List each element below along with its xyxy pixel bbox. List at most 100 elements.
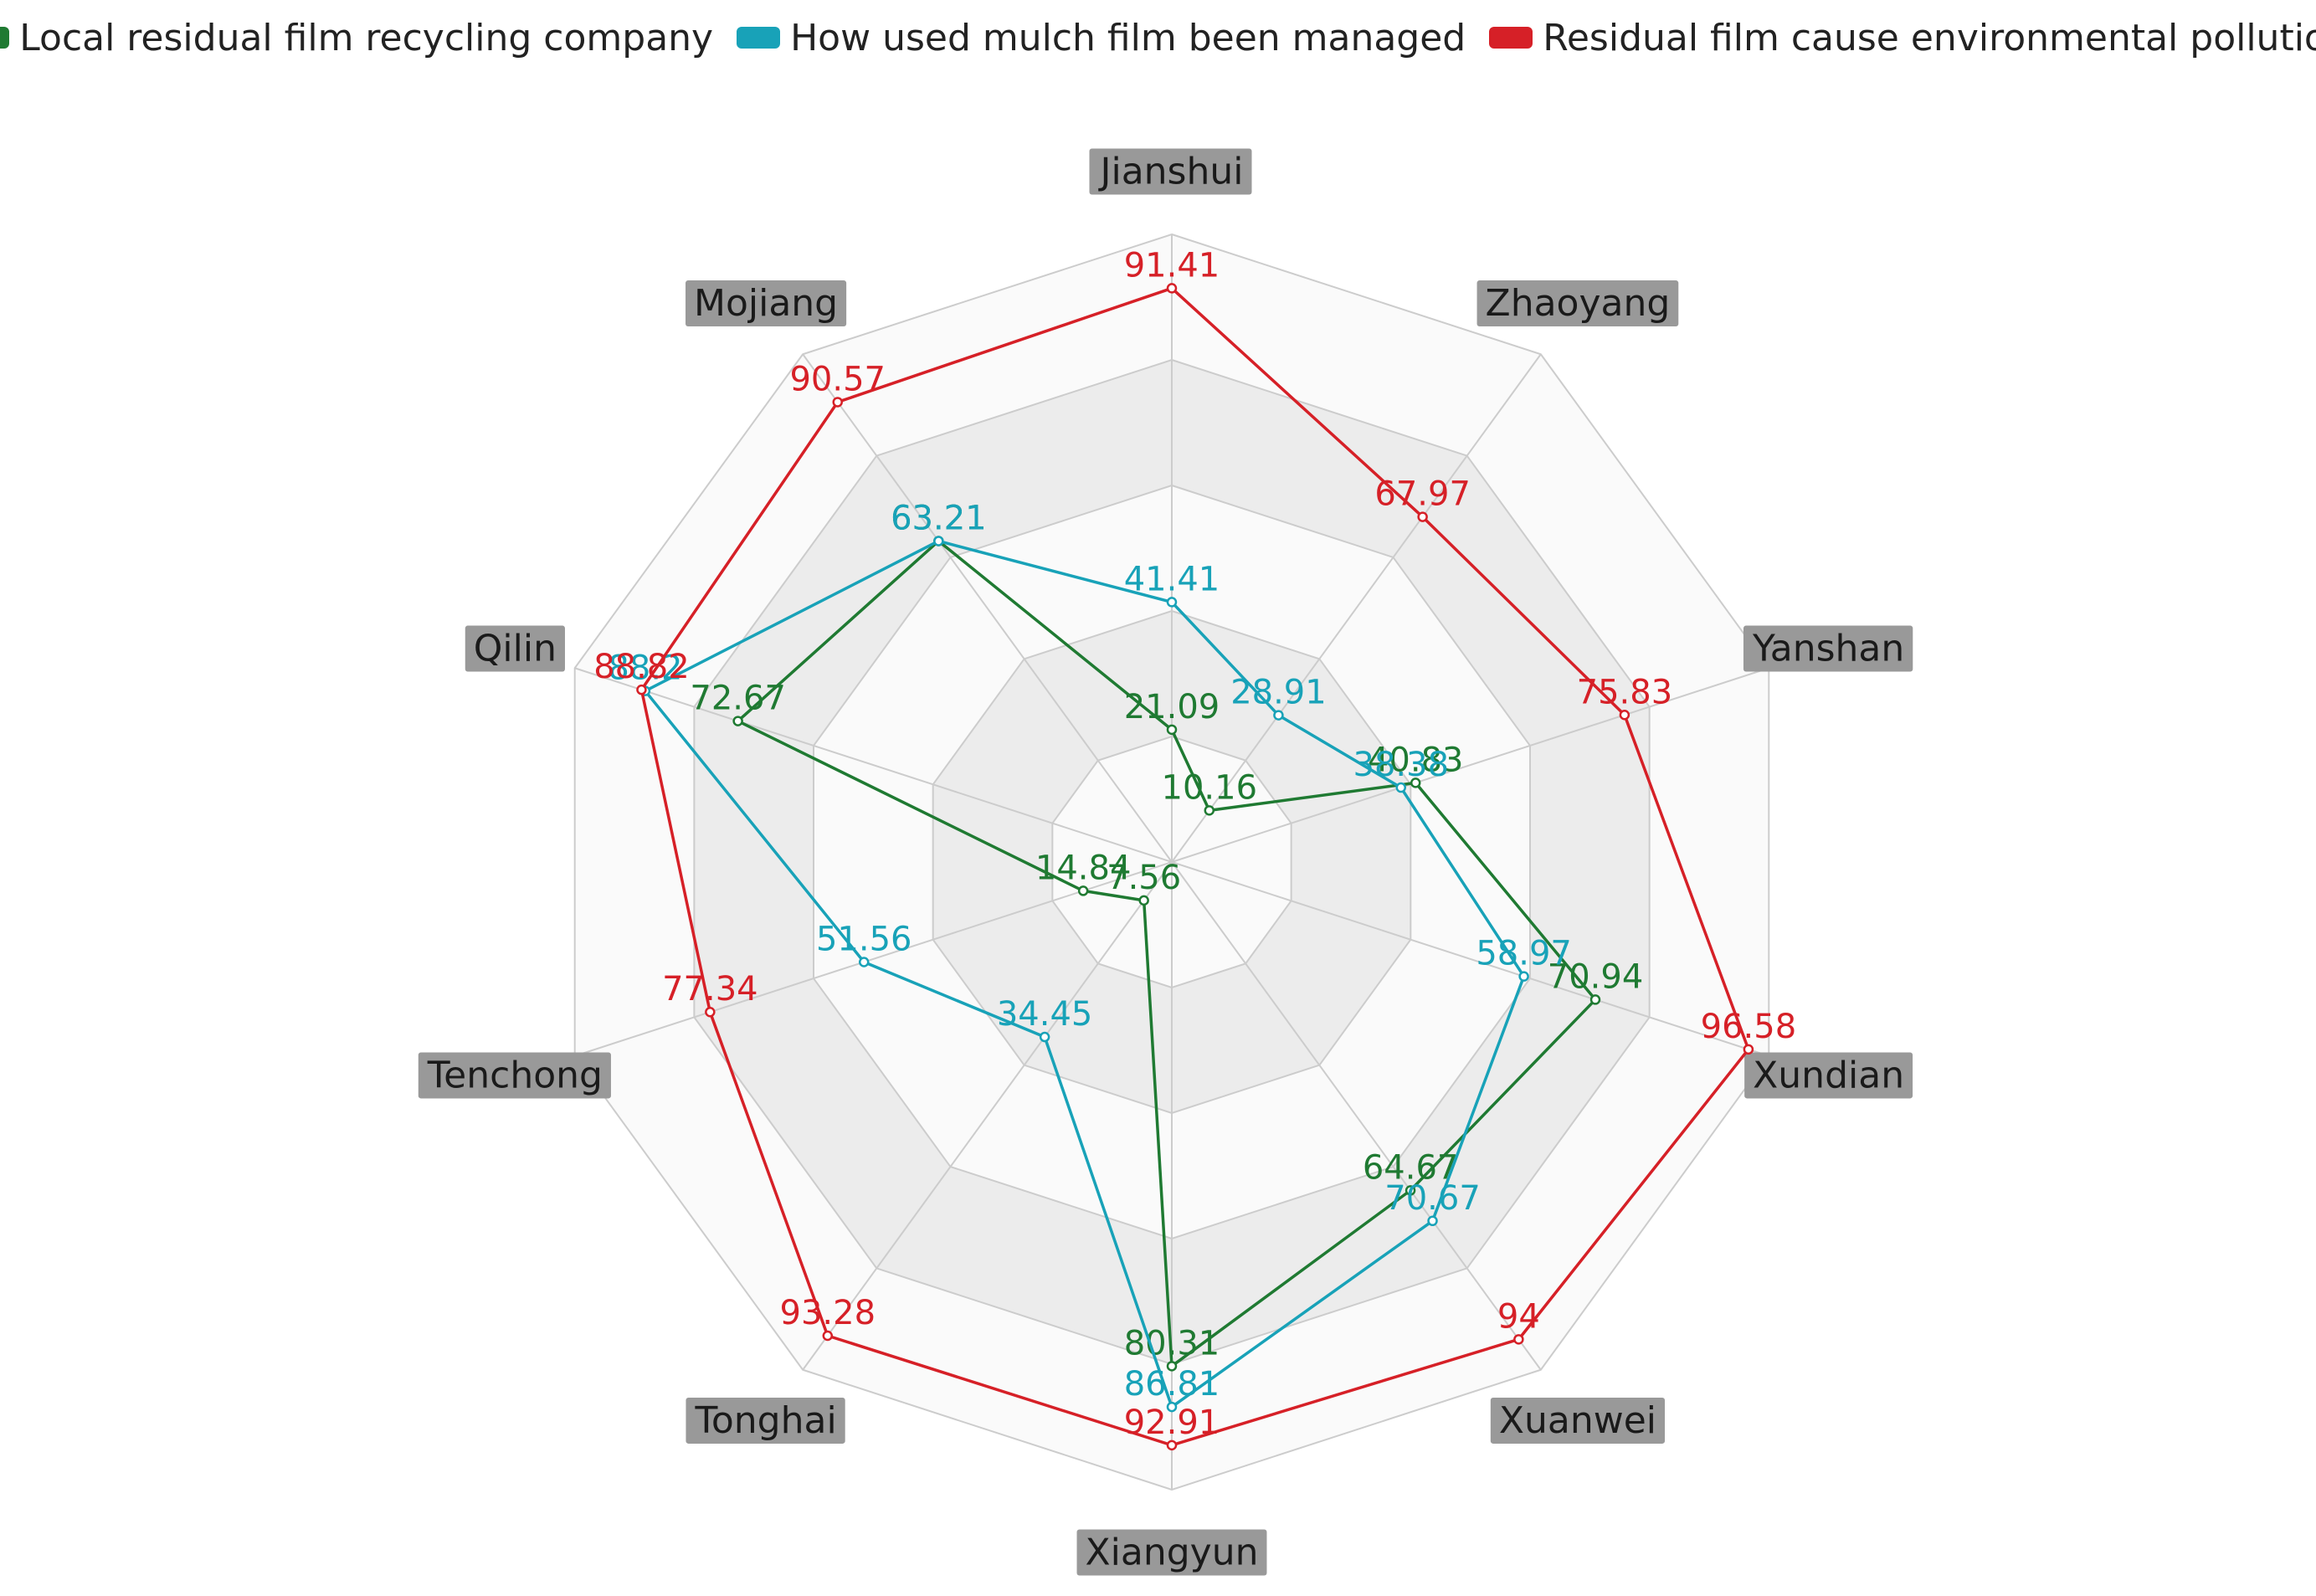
category-label-jianshui: Jianshui bbox=[1089, 148, 1252, 195]
series-2: 91.41 67.97 75.83 96.58 94 92.91 93.28 77.34 88.… bbox=[593, 246, 1797, 1451]
data-point bbox=[933, 536, 944, 547]
category-label-zhaoyang: Zhaoyang bbox=[1476, 280, 1679, 327]
data-label: 88.2 bbox=[608, 649, 682, 688]
category-label-box bbox=[1089, 148, 1252, 195]
data-point bbox=[1417, 511, 1428, 522]
data-point bbox=[1166, 1361, 1178, 1372]
radar-axis-spokes bbox=[574, 234, 1769, 1490]
legend-swatch-mulch-managed bbox=[737, 27, 781, 49]
data-point bbox=[822, 1330, 834, 1342]
data-label: 96.58 bbox=[1701, 1008, 1797, 1046]
radar-spoke-1 bbox=[1171, 353, 1542, 863]
data-point bbox=[1138, 895, 1149, 906]
data-label: 63.21 bbox=[891, 499, 987, 537]
data-label: 21.09 bbox=[1124, 688, 1220, 726]
data-label: 14.84 bbox=[1035, 849, 1132, 887]
data-label: 34.45 bbox=[997, 995, 1093, 1034]
data-point bbox=[1039, 1031, 1050, 1043]
legend-item-mulch-managed[interactable]: How used mulch film been managed bbox=[737, 17, 1466, 59]
category-label-tenchong: Tenchong bbox=[418, 1052, 611, 1099]
data-label: 93.28 bbox=[780, 1294, 876, 1332]
radar-spoke-8 bbox=[574, 667, 1173, 863]
data-point bbox=[1395, 782, 1407, 793]
radar-category-labels: Jianshui Zhaoyang Yanshan Xundian Xuanwei Xia… bbox=[418, 148, 1913, 1576]
category-label-box bbox=[418, 1052, 611, 1099]
category-label-qilin: Qilin bbox=[465, 625, 565, 672]
data-point bbox=[1513, 1334, 1524, 1345]
data-point bbox=[1166, 597, 1178, 608]
data-label: 90.57 bbox=[789, 360, 886, 398]
category-label-box bbox=[1743, 625, 1913, 672]
data-label: 88.82 bbox=[593, 648, 690, 686]
category-label-text: Tonghai bbox=[694, 1399, 836, 1442]
data-label: 7.56 bbox=[1107, 859, 1181, 897]
data-point bbox=[732, 716, 743, 726]
legend-swatch-recycling-company bbox=[0, 27, 10, 49]
data-point bbox=[1404, 1185, 1416, 1196]
category-label-box bbox=[686, 280, 847, 327]
data-label: 72.67 bbox=[690, 680, 786, 718]
category-label-xundian: Xundian bbox=[1744, 1052, 1913, 1099]
data-point bbox=[1589, 994, 1601, 1005]
data-label: 51.56 bbox=[816, 920, 912, 958]
data-label: 63.21 bbox=[891, 499, 987, 537]
radar-spoke-7 bbox=[574, 861, 1173, 1057]
radar-spoke-9 bbox=[802, 353, 1173, 863]
category-label-text: Mojiang bbox=[694, 282, 838, 325]
data-point bbox=[858, 957, 870, 967]
legend: Local residual film recycling company Ho… bbox=[0, 0, 2316, 75]
legend-label-environmental-pollution: Residual film cause environmental pollut… bbox=[1543, 16, 2316, 59]
data-point bbox=[1410, 777, 1421, 788]
data-label: 58.97 bbox=[1476, 935, 1572, 973]
data-point bbox=[705, 1006, 716, 1018]
data-point bbox=[1077, 885, 1089, 896]
data-label: 40.83 bbox=[1368, 741, 1464, 779]
category-label-box bbox=[1490, 1397, 1666, 1444]
data-label: 41.41 bbox=[1124, 560, 1220, 598]
category-label-text: Xuanwei bbox=[1499, 1399, 1656, 1442]
category-label-box bbox=[1744, 1052, 1913, 1099]
legend-swatch-environmental-pollution bbox=[1489, 27, 1533, 49]
data-point bbox=[1619, 710, 1630, 721]
category-label-text: Xundian bbox=[1753, 1054, 1904, 1096]
category-label-xuanwei: Xuanwei bbox=[1490, 1397, 1666, 1444]
category-label-xiangyun: Xiangyun bbox=[1076, 1529, 1267, 1576]
data-label: 77.34 bbox=[662, 970, 758, 1008]
data-label: 28.91 bbox=[1230, 674, 1327, 712]
category-label-mojiang: Mojiang bbox=[686, 280, 847, 327]
legend-item-recycling-company[interactable]: Local residual film recycling company bbox=[0, 17, 713, 59]
data-label: 80.31 bbox=[1124, 1324, 1220, 1363]
data-point bbox=[1166, 1439, 1178, 1451]
data-label: 94 bbox=[1497, 1297, 1540, 1336]
category-label-tonghai: Tonghai bbox=[686, 1397, 845, 1444]
data-point bbox=[1166, 724, 1178, 736]
category-label-text: Xiangyun bbox=[1086, 1532, 1259, 1574]
data-label: 64.67 bbox=[1363, 1148, 1459, 1187]
data-label: 75.83 bbox=[1577, 673, 1673, 711]
data-point bbox=[636, 684, 647, 695]
legend-item-environmental-pollution[interactable]: Residual film cause environmental pollut… bbox=[1489, 17, 2316, 59]
radar-spoke-3 bbox=[1171, 861, 1769, 1057]
data-point bbox=[1166, 283, 1178, 294]
data-point bbox=[1743, 1044, 1754, 1055]
data-label: 86.81 bbox=[1124, 1365, 1220, 1404]
data-label: 70.67 bbox=[1384, 1179, 1481, 1218]
legend-label-mulch-managed: How used mulch film been managed bbox=[790, 16, 1466, 59]
category-label-text: Zhaoyang bbox=[1486, 282, 1671, 325]
category-label-box bbox=[686, 1397, 845, 1444]
data-point bbox=[1427, 1215, 1438, 1227]
radar-spoke-2 bbox=[1171, 667, 1769, 863]
category-label-text: Tenchong bbox=[427, 1054, 603, 1096]
data-label: 91.41 bbox=[1124, 246, 1220, 285]
category-label-text: Qilin bbox=[474, 628, 557, 670]
category-label-box bbox=[1476, 280, 1679, 327]
category-label-text: Yanshan bbox=[1752, 628, 1904, 670]
data-point bbox=[1166, 1401, 1178, 1413]
radar-spoke-6 bbox=[802, 861, 1173, 1371]
data-point bbox=[1273, 710, 1284, 721]
category-label-yanshan: Yanshan bbox=[1743, 625, 1913, 672]
legend-label-recycling-company: Local residual film recycling company bbox=[19, 16, 714, 59]
